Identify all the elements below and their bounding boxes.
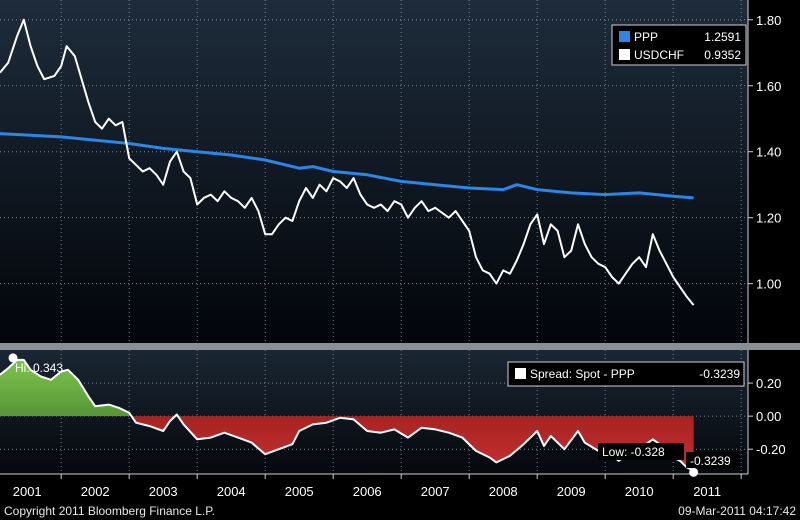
x-tick-label: 2007 — [421, 484, 450, 499]
copyright-text: Copyright 2011 Bloomberg Finance L.P. — [4, 504, 215, 518]
main-legend: PPP 1.2591 USDCHF 0.9352 — [611, 24, 747, 66]
spread-y-tick-labels: 0.20 0.00 -0.20 — [748, 376, 786, 457]
x-tick-label: 2009 — [557, 484, 586, 499]
x-tick-labels: 2001 2002 2003 2004 2005 2006 2007 2008 2009 2010… — [13, 474, 742, 499]
spread-legend-value: -0.3239 — [699, 367, 740, 381]
usdchf-legend-swatch — [619, 49, 630, 60]
spread-high-label: Hi: 0.343 — [15, 361, 63, 375]
main-y-tick-labels: 1.80 1.60 1.40 1.20 1.00 — [748, 13, 781, 292]
spread-high-marker — [8, 353, 18, 363]
main-y-tick-label: 1.60 — [756, 79, 781, 94]
x-tick-label: 2003 — [149, 484, 178, 499]
main-y-tick-label: 1.00 — [756, 277, 781, 292]
spread-y-tick-label: 0.00 — [756, 409, 781, 424]
x-tick-label: 2005 — [285, 484, 314, 499]
main-y-tick-label: 1.40 — [756, 145, 781, 160]
right-axis-band-bottom — [748, 350, 800, 474]
x-tick-label: 2006 — [353, 484, 382, 499]
right-axis-band-top — [748, 0, 800, 343]
x-tick-label: 2001 — [13, 484, 42, 499]
spread-last-value-tag — [686, 452, 740, 468]
spread-low-label: Low: -0.328 — [602, 445, 665, 459]
usdchf-legend-label: USDCHF — [634, 48, 684, 62]
ppp-legend-value: 1.2591 — [704, 30, 741, 44]
spread-last-value-label: -0.3239 — [690, 454, 731, 468]
usdchf-legend-value: 0.9352 — [704, 48, 741, 62]
spread-negative-area — [131, 416, 694, 471]
spread-y-tick-label: -0.20 — [756, 442, 786, 457]
spread-low-marker — [689, 467, 699, 477]
spread-legend-label: Spread: Spot - PPP — [530, 367, 635, 381]
panel-divider — [0, 343, 800, 350]
x-tick-label: 2004 — [217, 484, 246, 499]
timestamp-text: 09-Mar-2011 04:17:42 — [678, 504, 796, 518]
spread-legend-swatch — [515, 368, 526, 379]
x-tick-label: 2008 — [489, 484, 518, 499]
main-y-tick-label: 1.20 — [756, 211, 781, 226]
ppp-legend-swatch — [619, 31, 630, 42]
main-y-tick-label: 1.80 — [756, 13, 781, 28]
spread-positive-area — [0, 359, 178, 417]
usdchf-series-line — [0, 18, 695, 306]
ppp-legend-label: PPP — [634, 30, 658, 44]
x-axis-band — [0, 474, 800, 504]
ppp-series-line — [0, 132, 694, 200]
spread-line — [0, 358, 695, 472]
spread-legend: Spread: Spot - PPP -0.3239 — [507, 361, 745, 387]
x-tick-label: 2010 — [625, 484, 654, 499]
spread-low-label-background — [598, 443, 684, 460]
x-tick-label: 2011 — [693, 484, 721, 499]
spread-y-tick-label: 0.20 — [756, 376, 781, 391]
x-tick-label: 2002 — [81, 484, 110, 499]
main-grid — [0, 0, 748, 343]
